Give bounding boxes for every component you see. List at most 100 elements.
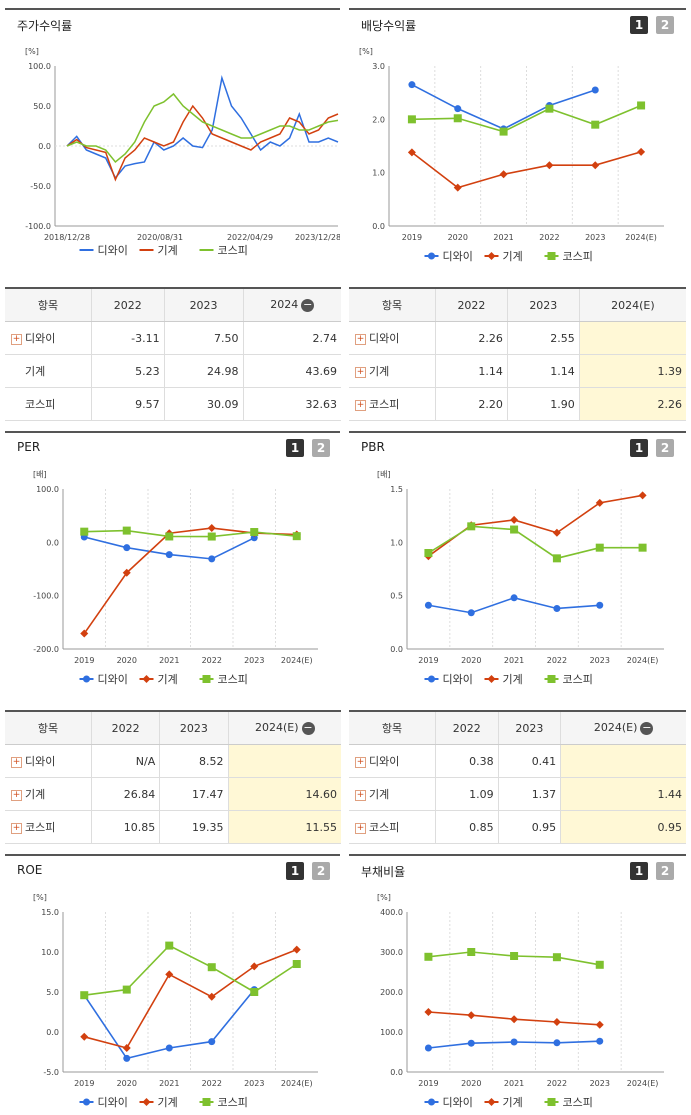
legend-label: 코스피 bbox=[563, 1096, 593, 1109]
page-1-button[interactable]: 1 bbox=[630, 439, 648, 457]
legend: 디와이 기계 코스피 bbox=[79, 673, 248, 686]
row-label-text: 디와이 bbox=[25, 755, 56, 768]
row-label-text: 디와이 bbox=[369, 755, 400, 768]
legend-marker bbox=[428, 1098, 435, 1106]
page-1-button[interactable]: 1 bbox=[286, 862, 304, 880]
page-2-button[interactable]: 2 bbox=[656, 439, 674, 457]
data-point bbox=[208, 555, 216, 563]
x-tick-label: 2021 bbox=[159, 656, 179, 665]
legend-label: 기계 bbox=[503, 673, 523, 686]
collapse-icon[interactable]: − bbox=[640, 720, 654, 735]
expand-icon[interactable]: + bbox=[11, 333, 22, 345]
legend-label: 디와이 bbox=[443, 673, 473, 686]
expand-icon[interactable]: + bbox=[355, 399, 366, 411]
cell bbox=[578, 321, 686, 355]
y-tick-label: 0.0 bbox=[46, 538, 59, 547]
data-point bbox=[250, 962, 259, 971]
cell: 7.50 bbox=[163, 321, 244, 355]
row-label[interactable]: + 기계 bbox=[5, 777, 92, 811]
collapse-icon[interactable]: − bbox=[301, 720, 315, 735]
cell: 0.95 bbox=[497, 810, 561, 844]
cell: 1.90 bbox=[506, 387, 580, 421]
table-row: + 코스피 0.85 0.95 0.95 bbox=[349, 810, 686, 844]
page-2-button[interactable]: 2 bbox=[312, 439, 330, 457]
series-line bbox=[411, 151, 642, 189]
expand-icon[interactable]: + bbox=[355, 333, 366, 345]
y-tick-label: 2.0 bbox=[372, 115, 385, 124]
y-tick-label: 300.0 bbox=[380, 948, 403, 957]
col-header: 2024− bbox=[242, 287, 341, 322]
x-tick-label: 2023/12/28 bbox=[295, 233, 340, 242]
y-tick-label: 0.0 bbox=[390, 1068, 403, 1077]
data-point bbox=[553, 604, 561, 612]
cell: 24.98 bbox=[163, 354, 244, 388]
table-row: + 디와이 2.26 2.55 bbox=[349, 321, 686, 355]
page-2-button[interactable]: 2 bbox=[656, 16, 674, 34]
cell: 1.44 bbox=[560, 777, 686, 811]
legend-marker bbox=[428, 252, 435, 260]
row-label[interactable]: + 디와이 bbox=[349, 321, 436, 355]
col-header: 2023 bbox=[163, 287, 244, 322]
collapse-icon[interactable]: − bbox=[301, 297, 315, 312]
x-tick-label: 2022 bbox=[539, 233, 559, 242]
row-label[interactable]: + 코스피 bbox=[349, 810, 436, 844]
x-tick-label: 2024(E) bbox=[627, 656, 659, 665]
data-point bbox=[123, 1054, 131, 1062]
x-tick-label: 2022 bbox=[547, 1079, 567, 1088]
page-1-button[interactable]: 1 bbox=[630, 16, 648, 34]
data-point bbox=[207, 963, 216, 972]
row-label[interactable]: + 디와이 bbox=[5, 744, 92, 778]
data-point bbox=[80, 527, 89, 536]
row-label: 기계 bbox=[5, 354, 92, 388]
row-label[interactable]: + 기계 bbox=[349, 354, 436, 388]
cell: 1.09 bbox=[435, 777, 499, 811]
cell bbox=[560, 744, 686, 778]
row-label[interactable]: + 코스피 bbox=[5, 810, 92, 844]
data-point bbox=[454, 105, 462, 113]
data-point bbox=[467, 1011, 476, 1020]
row-label-text: 코스피 bbox=[369, 398, 400, 411]
data-point bbox=[467, 1039, 475, 1047]
cell: 11.55 bbox=[227, 810, 341, 844]
x-tick-label: 2021 bbox=[159, 1079, 179, 1088]
expand-icon[interactable]: + bbox=[11, 822, 22, 834]
legend-marker bbox=[202, 675, 211, 683]
x-tick-label: 2020 bbox=[461, 1079, 481, 1088]
expand-icon[interactable]: + bbox=[11, 756, 22, 768]
y-tick-label: -100.0 bbox=[33, 592, 59, 601]
page-1-button[interactable]: 1 bbox=[630, 862, 648, 880]
expand-icon[interactable]: + bbox=[355, 366, 366, 378]
col-header: 2024(E) − bbox=[227, 710, 341, 745]
row-label[interactable]: + 디와이 bbox=[5, 321, 92, 355]
expand-icon[interactable]: + bbox=[11, 789, 22, 801]
legend: 디와이 기계 코스피 bbox=[79, 244, 248, 257]
expand-icon[interactable]: + bbox=[355, 789, 366, 801]
page-2-button[interactable]: 2 bbox=[312, 862, 330, 880]
row-label: 코스피 bbox=[5, 387, 92, 421]
cell: 2.20 bbox=[435, 387, 508, 421]
row-label[interactable]: + 코스피 bbox=[349, 387, 436, 421]
y-tick-label: -5.0 bbox=[43, 1068, 59, 1077]
data-point bbox=[250, 988, 259, 996]
x-tick-label: 2023 bbox=[590, 656, 610, 665]
row-label[interactable]: + 기계 bbox=[349, 777, 436, 811]
panel-title: ROE bbox=[17, 863, 43, 877]
row-label[interactable]: + 디와이 bbox=[349, 744, 436, 778]
data-point bbox=[552, 1018, 561, 1026]
cell: -3.11 bbox=[91, 321, 165, 355]
data-point bbox=[207, 524, 216, 533]
cell: 2.26 bbox=[435, 321, 508, 355]
data-point bbox=[424, 952, 433, 961]
expand-icon[interactable]: + bbox=[355, 822, 366, 834]
cell: 43.69 bbox=[242, 354, 341, 388]
legend-label: 기계 bbox=[158, 1096, 178, 1109]
cell: 5.23 bbox=[91, 354, 165, 388]
cell: 9.57 bbox=[91, 387, 165, 421]
legend: 디와이 기계 코스피 bbox=[424, 250, 593, 263]
expand-icon[interactable]: + bbox=[355, 756, 366, 768]
data-point bbox=[122, 985, 131, 994]
page-2-button[interactable]: 2 bbox=[656, 862, 674, 880]
cell: 2.74 bbox=[242, 321, 341, 355]
data-point bbox=[552, 953, 561, 962]
page-1-button[interactable]: 1 bbox=[286, 439, 304, 457]
